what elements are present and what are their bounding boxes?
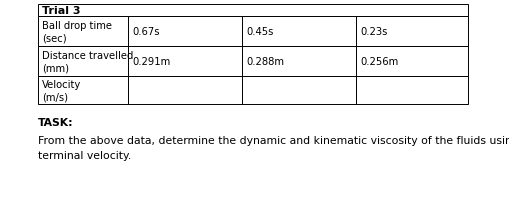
Text: 0.256m: 0.256m <box>359 57 398 67</box>
Bar <box>38 17 128 47</box>
Text: Trial 3: Trial 3 <box>42 6 80 16</box>
Text: Ball drop time
(sec): Ball drop time (sec) <box>42 20 112 43</box>
Bar <box>38 47 128 77</box>
Bar <box>38 5 467 17</box>
Text: Velocity
(m/s): Velocity (m/s) <box>42 79 81 102</box>
Bar <box>355 47 467 77</box>
Text: 0.288m: 0.288m <box>246 57 284 67</box>
Text: 0.23s: 0.23s <box>359 27 387 37</box>
Bar <box>242 47 355 77</box>
Text: From the above data, determine the dynamic and kinematic viscosity of the fluids: From the above data, determine the dynam… <box>38 135 509 160</box>
Text: TASK:: TASK: <box>38 117 73 127</box>
Text: 0.45s: 0.45s <box>246 27 273 37</box>
Bar <box>38 77 128 104</box>
Bar <box>242 17 355 47</box>
Bar <box>355 77 467 104</box>
Bar <box>128 17 242 47</box>
Bar <box>128 47 242 77</box>
Bar <box>355 17 467 47</box>
Bar <box>242 77 355 104</box>
Text: 0.291m: 0.291m <box>132 57 170 67</box>
Text: Distance travelled
(mm): Distance travelled (mm) <box>42 50 133 73</box>
Bar <box>128 77 242 104</box>
Text: 0.67s: 0.67s <box>132 27 159 37</box>
